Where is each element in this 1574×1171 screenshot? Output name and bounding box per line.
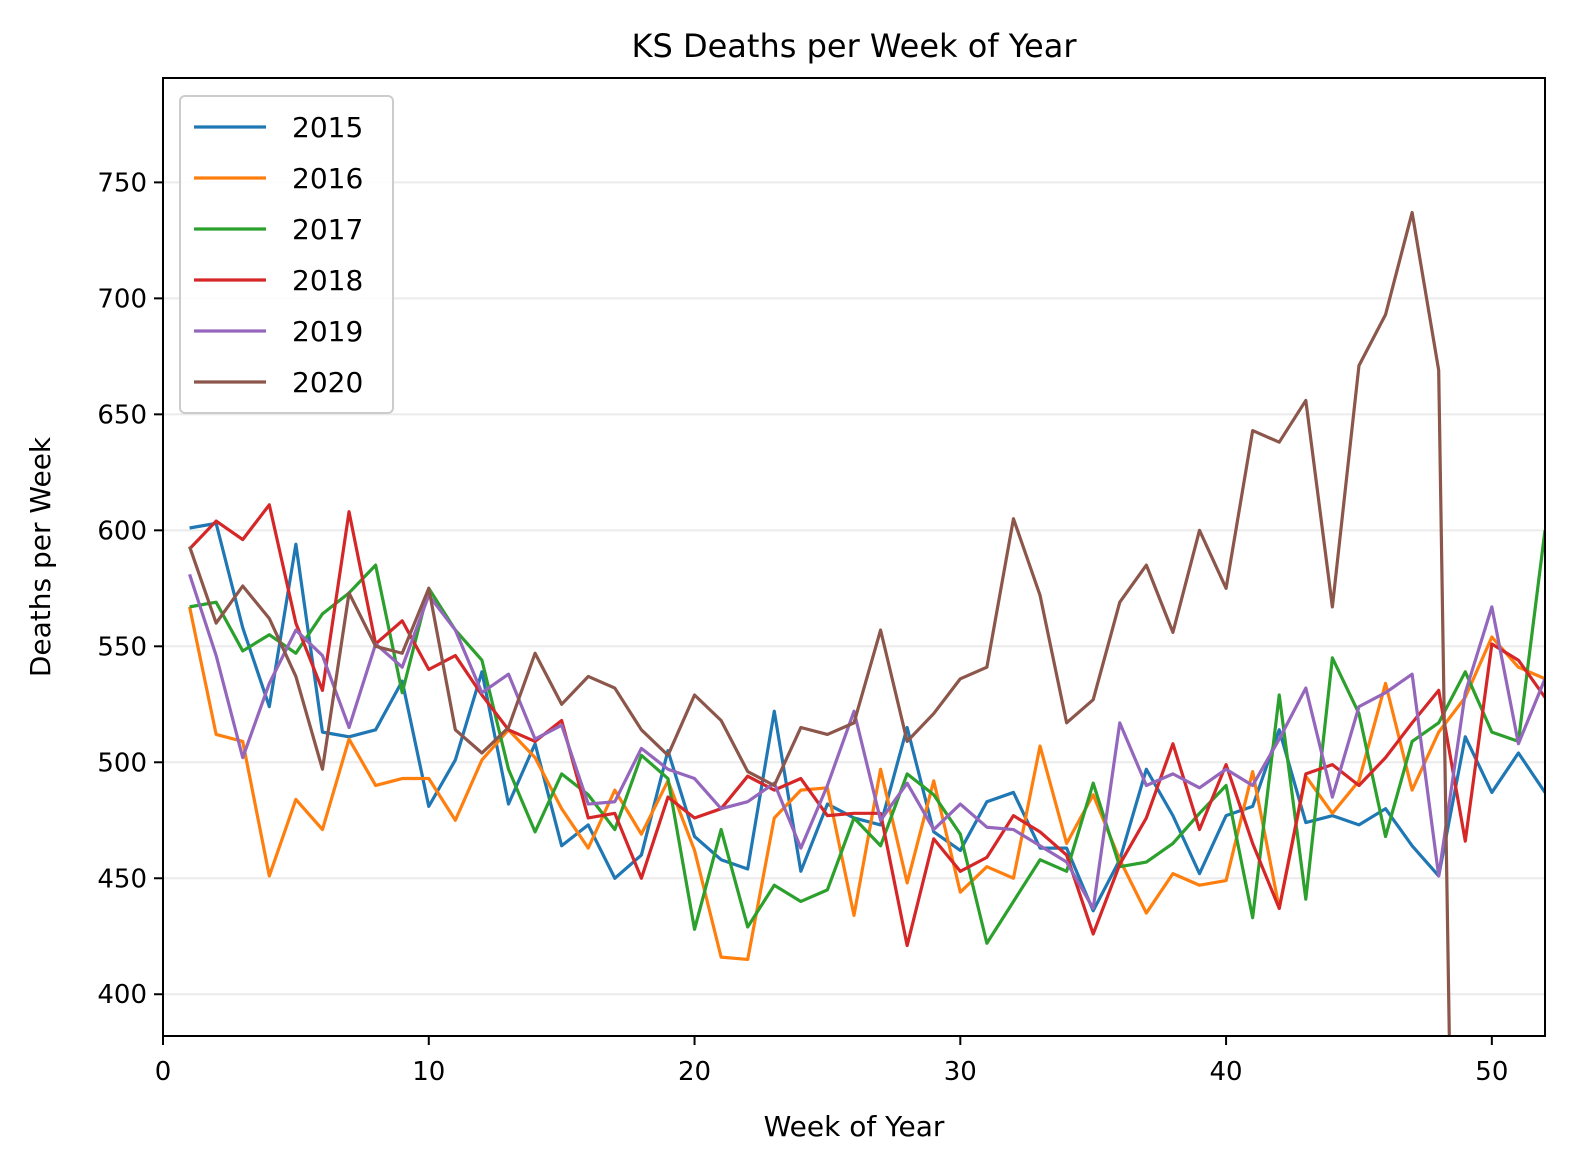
x-tick-label-0: 0 <box>155 1057 172 1087</box>
axes: 0 10 20 30 40 50 400 450 500 550 600 650 700 750 <box>97 77 1546 1087</box>
legend-label-2019: 2019 <box>292 315 363 348</box>
x-tick-label-20: 20 <box>678 1057 711 1087</box>
legend: 2015 2016 2017 2018 2019 2020 <box>179 95 394 414</box>
legend-label-2020: 2020 <box>292 366 363 399</box>
y-tick-label-450: 450 <box>97 864 147 894</box>
legend-label-2015: 2015 <box>292 111 363 144</box>
series-line-2018 <box>188 503 1545 948</box>
legend-label-2018: 2018 <box>292 264 363 297</box>
series-lines <box>188 210 1545 1036</box>
y-tick-label-550: 550 <box>97 632 147 662</box>
series-line-2015 <box>189 521 1545 913</box>
x-tick-label-10: 10 <box>412 1057 445 1087</box>
y-tick-label-600: 600 <box>97 516 147 546</box>
series-line-2019 <box>188 573 1545 911</box>
plot-frame <box>162 77 1546 1037</box>
series-line-2017 <box>189 530 1545 945</box>
x-tick-label-30: 30 <box>944 1057 977 1087</box>
y-axis-title: Deaths per Week <box>24 436 57 677</box>
x-axis-title: Week of Year <box>764 1110 945 1143</box>
legend-label-2017: 2017 <box>292 213 363 246</box>
y-tick-label-700: 700 <box>97 284 147 314</box>
series-line-2020 <box>188 210 1451 1036</box>
y-tick-label-500: 500 <box>97 748 147 778</box>
chart-title: KS Deaths per Week of Year <box>631 27 1077 65</box>
legend-label-2016: 2016 <box>292 162 363 195</box>
y-tick-label-750: 750 <box>97 168 147 198</box>
x-tick-label-50: 50 <box>1475 1057 1508 1087</box>
y-tick-label-400: 400 <box>97 980 147 1010</box>
series-line-2016 <box>188 606 1545 962</box>
x-tick-label-40: 40 <box>1210 1057 1243 1087</box>
legend-box <box>179 95 394 414</box>
y-tick-label-650: 650 <box>97 400 147 430</box>
